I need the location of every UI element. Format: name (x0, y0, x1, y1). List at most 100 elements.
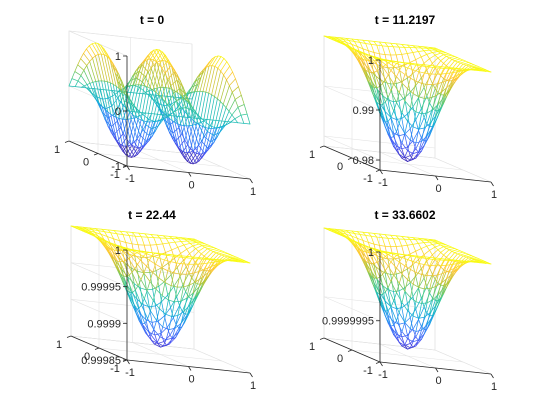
mesh-segment (176, 79, 184, 88)
mesh-segment (118, 257, 126, 264)
mesh-segment (398, 148, 406, 158)
mesh-segment (215, 250, 223, 254)
mesh-segment (160, 114, 165, 121)
mesh-segment (401, 133, 406, 144)
mesh-segment (418, 83, 422, 98)
mesh-segment (106, 52, 110, 60)
mesh-segment (448, 267, 456, 272)
mesh-segment (183, 151, 191, 164)
mesh-segment (409, 345, 417, 349)
mesh-segment (150, 329, 155, 336)
y-tick-label: -1 (363, 365, 373, 377)
mesh-segment (109, 58, 113, 67)
mesh-segment (145, 251, 152, 253)
mesh-segment (376, 44, 380, 55)
mesh-segment (201, 140, 209, 149)
mesh-segment (216, 261, 221, 265)
mesh-segment (407, 310, 414, 317)
mesh-segment (192, 245, 197, 249)
y-tick-mark (375, 361, 381, 364)
mesh-segment (177, 246, 181, 254)
mesh-segment (373, 277, 381, 295)
mesh-segment (130, 118, 138, 140)
mesh-segment (454, 71, 459, 77)
mesh-segment (95, 99, 103, 113)
panel-title-t11: t = 11.2197 (375, 13, 436, 27)
mesh-segment (108, 252, 116, 266)
mesh-segment (382, 291, 386, 295)
y-tick-label: 1 (54, 144, 60, 156)
mesh-segment (468, 69, 475, 71)
mesh-segment (146, 289, 150, 308)
mesh-segment (415, 64, 422, 67)
mesh-segment (404, 322, 411, 330)
mesh-segment (376, 278, 381, 294)
z-tick-label: 0.9999995 (322, 316, 374, 328)
mesh-segment (216, 261, 224, 265)
mesh-segment (188, 258, 193, 265)
mesh-segment (407, 113, 411, 130)
mesh-segment (351, 50, 358, 60)
mesh-segment (136, 252, 144, 257)
mesh-segment (71, 71, 76, 80)
mesh-segment (215, 252, 220, 255)
mesh-segment (401, 146, 408, 150)
mesh-segment (368, 54, 375, 62)
mesh-segment (381, 45, 386, 56)
mesh-segment (174, 322, 182, 329)
mesh-segment (398, 133, 406, 137)
mesh-segment (362, 52, 367, 55)
mesh-segment (418, 262, 425, 265)
mesh-segment (379, 233, 386, 235)
mesh-segment (195, 160, 200, 164)
mesh-segment (354, 233, 361, 235)
mesh-segment (200, 262, 208, 265)
mesh-segment (459, 254, 464, 257)
mesh-segment (86, 48, 93, 59)
mesh-segment (368, 271, 375, 288)
mesh-segment (390, 281, 397, 293)
mesh-segment (387, 254, 395, 259)
mesh-segment (183, 242, 191, 246)
mesh-segment (140, 272, 145, 281)
mesh-segment (459, 64, 467, 71)
mesh-segment (234, 118, 239, 124)
mesh-segment (390, 70, 397, 78)
mesh-segment (435, 83, 439, 97)
mesh-segment (206, 251, 214, 259)
mesh-segment (395, 53, 403, 56)
z-tick-label: 0.99995 (81, 282, 121, 294)
mesh-segment (390, 252, 398, 255)
mesh-segment (418, 287, 422, 299)
mesh-segment (457, 59, 464, 63)
mesh-segment (111, 90, 116, 95)
mesh-segment (118, 246, 122, 248)
x-tick-label: -1 (125, 367, 135, 379)
mesh-segment (457, 63, 464, 71)
mesh-segment (393, 131, 397, 138)
y-tick-mark (66, 335, 72, 338)
mesh-segment (379, 260, 386, 271)
z-tick-label: 0.98 (353, 155, 374, 167)
mesh-segment (390, 90, 397, 103)
mesh-segment (158, 254, 163, 268)
mesh-segment (222, 85, 230, 105)
mesh-segment (448, 60, 456, 68)
mesh-segment (151, 120, 159, 137)
mesh-segment (390, 274, 394, 292)
mesh-segment (420, 123, 428, 139)
mesh-segment (211, 65, 216, 67)
mesh-segment (159, 49, 163, 53)
mesh-segment (156, 234, 164, 237)
mesh-segment (373, 233, 380, 235)
mesh-segment (448, 249, 453, 252)
mesh-segment (168, 242, 173, 251)
mesh-segment (204, 147, 209, 154)
mesh-segment (398, 331, 403, 338)
mesh-segment (225, 114, 233, 126)
mesh-segment (204, 266, 212, 270)
mesh-segment (393, 300, 400, 314)
mesh-segment (362, 250, 370, 264)
mesh-segment (443, 249, 450, 256)
mesh-segment (137, 118, 142, 121)
